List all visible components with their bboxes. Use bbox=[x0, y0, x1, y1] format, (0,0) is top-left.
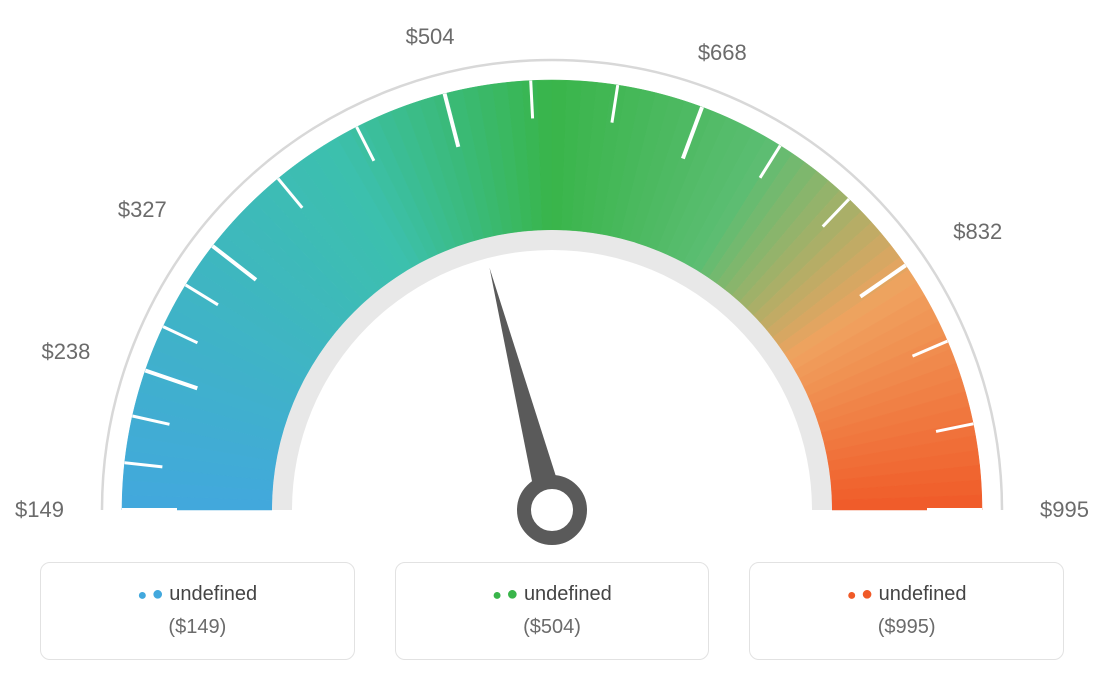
legend-label-min: ● undefined bbox=[51, 583, 344, 606]
legend-card-min: ● undefined ($149) bbox=[40, 562, 355, 660]
legend-label-max: ● undefined bbox=[760, 583, 1053, 606]
legend-value-avg: ($504) bbox=[406, 616, 699, 639]
legend-card-avg: ● undefined ($504) bbox=[395, 562, 710, 660]
legend-value-min: ($149) bbox=[51, 616, 344, 639]
gauge-tick-label: $238 bbox=[41, 339, 90, 365]
legend-row: ● undefined ($149) ● undefined ($504) ● … bbox=[0, 562, 1104, 660]
gauge-chart: $149 $238 $327 $504 $668 $832 $995 bbox=[0, 0, 1104, 560]
gauge-svg bbox=[0, 0, 1104, 560]
gauge-tick-label: $995 bbox=[1040, 497, 1089, 523]
legend-card-max: ● undefined ($995) bbox=[749, 562, 1064, 660]
gauge-tick-label: $327 bbox=[118, 197, 167, 223]
legend-value-max: ($995) bbox=[760, 616, 1053, 639]
legend-label-avg: ● undefined bbox=[406, 583, 699, 606]
gauge-tick-label: $504 bbox=[406, 24, 455, 50]
gauge-tick-label: $668 bbox=[698, 40, 747, 66]
gauge-tick-label: $832 bbox=[953, 219, 1002, 245]
gauge-tick-label: $149 bbox=[15, 497, 64, 523]
